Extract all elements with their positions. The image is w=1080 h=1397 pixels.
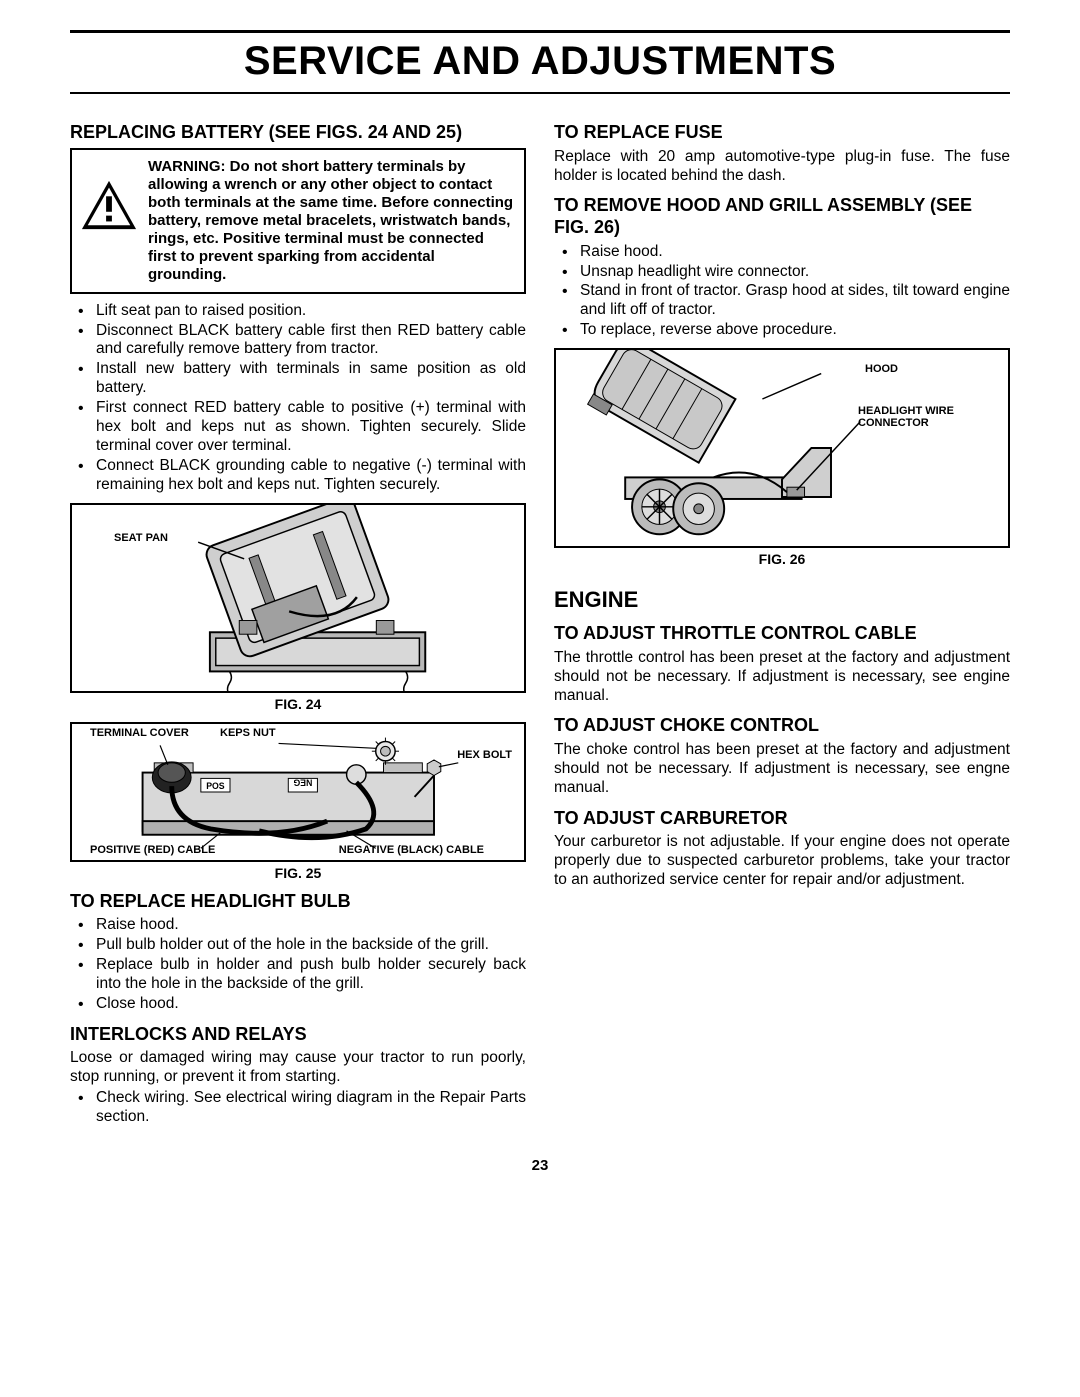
list-item: Check wiring. See electrical wiring diag… [70,1089,526,1127]
heading-throttle: TO ADJUST THROTTLE CONTROL CABLE [554,623,1010,645]
list-item: Raise hood. [554,243,1010,262]
heading-headlight: TO REPLACE HEADLIGHT BULB [70,891,526,913]
rule-bottom [70,92,1010,94]
figure-26-caption: FIG. 26 [554,551,1010,567]
list-item: Pull bulb holder out of the hole in the … [70,936,526,955]
label-neg-cable: NEGATIVE (BLACK) CABLE [339,845,484,857]
headlight-steps: Raise hood. Pull bulb holder out of the … [70,916,526,1014]
label-headlight-connector: HEADLIGHT WIRE CONNECTOR [858,406,978,429]
warning-box: WARNING: Do not short battery terminals … [70,148,526,294]
battery-steps: Lift seat pan to raised position. Discon… [70,302,526,495]
list-item: Stand in front of tractor. Grasp hood at… [554,282,1010,320]
svg-text:NEG: NEG [293,777,312,787]
figure-25: POS NEG [70,722,526,862]
hood-steps: Raise hood. Unsnap headlight wire connec… [554,243,1010,341]
carb-text: Your carburetor is not adjustable. If yo… [554,833,1010,890]
heading-hood: TO REMOVE HOOD AND GRILL ASSEMBLY (See F… [554,195,1010,238]
label-seat-pan: SEAT PAN [114,533,168,545]
heading-choke: TO ADJUST CHOKE CONTROL [554,715,1010,737]
left-column: REPLACING BATTERY (See Figs. 24 and 25) … [70,112,526,1133]
throttle-text: The throttle control has been preset at … [554,649,1010,706]
list-item: Lift seat pan to raised position. [70,302,526,321]
list-item: To replace, reverse above procedure. [554,321,1010,340]
figure-26: HOOD HEADLIGHT WIRE CONNECTOR [554,348,1010,548]
label-terminal-cover: TERMINAL COVER [90,728,189,740]
figure-24-caption: FIG. 24 [70,696,526,712]
interlocks-steps: Check wiring. See electrical wiring diag… [70,1089,526,1127]
list-item: First connect RED battery cable to posit… [70,399,526,456]
list-item: Replace bulb in holder and push bulb hol… [70,956,526,994]
heading-replacing-battery: REPLACING BATTERY (See Figs. 24 and 25) [70,122,526,144]
heading-fuse: TO REPLACE FUSE [554,122,1010,144]
heading-interlocks: INTERLOCKS AND RELAYS [70,1024,526,1046]
list-item: Install new battery with terminals in sa… [70,360,526,398]
label-hex-bolt: HEX BOLT [457,750,512,762]
page-number: 23 [70,1157,1010,1174]
list-item: Unsnap headlight wire connector. [554,263,1010,282]
list-item: Close hood. [70,995,526,1014]
content-columns: REPLACING BATTERY (See Figs. 24 and 25) … [70,112,1010,1133]
list-item: Connect BLACK grounding cable to negativ… [70,457,526,495]
list-item: Raise hood. [70,916,526,935]
figure-24: SEAT PAN [70,503,526,693]
rule-top [70,30,1010,33]
svg-text:POS: POS [206,781,225,791]
page-title: Service And Adjustments [70,39,1010,84]
list-item: Disconnect BLACK battery cable first the… [70,322,526,360]
figure-25-caption: FIG. 25 [70,865,526,881]
heading-carburetor: TO ADJUST CARBURETOR [554,808,1010,830]
warning-icon [80,178,138,236]
choke-text: The choke control has been preset at the… [554,741,1010,798]
interlocks-text: Loose or damaged wiring may cause your t… [70,1049,526,1087]
fuse-text: Replace with 20 amp automotive-type plug… [554,148,1010,186]
label-hood: HOOD [865,364,898,376]
heading-engine: ENGINE [554,587,1010,613]
label-pos-cable: POSITIVE (RED) CABLE [90,845,215,857]
right-column: TO REPLACE FUSE Replace with 20 amp auto… [554,112,1010,1133]
label-keps-nut: KEPS NUT [220,728,276,740]
warning-text: WARNING: Do not short battery terminals … [148,158,514,284]
